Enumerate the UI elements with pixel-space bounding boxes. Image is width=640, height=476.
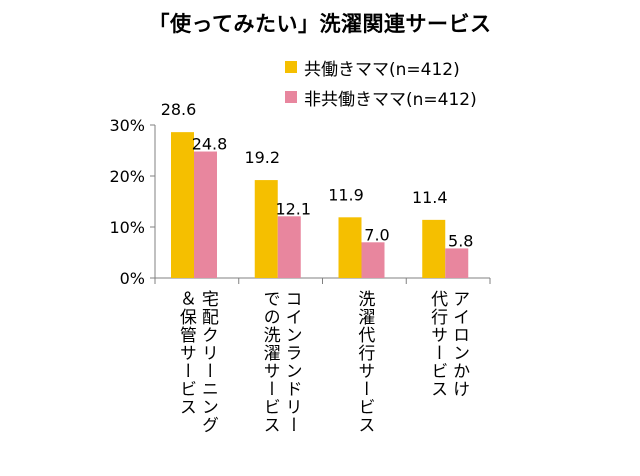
x-category-label-line: 代行サービス (427, 290, 448, 398)
bar-series-2 (194, 151, 217, 278)
x-category-label: 宅配クリーニング ＆保管サービス (175, 290, 219, 434)
legend-swatch-series-1 (285, 61, 297, 73)
y-tick-label: 30% (109, 116, 145, 135)
legend-label-series-1: 共働きママ(n=412) (304, 59, 460, 80)
chart-title: 「使ってみたい」洗濯関連サービス (148, 12, 492, 36)
x-category-label: 洗濯代行サービス (353, 290, 375, 434)
legend-item-series-2: 非共働きママ(n=412) (285, 84, 477, 110)
x-category-label-line: アイロンかけ (449, 290, 470, 398)
legend: 共働きママ(n=412) 非共働きママ(n=412) (285, 54, 477, 114)
bar-series-2 (361, 242, 385, 278)
bar-series-1 (254, 180, 278, 278)
bar-series-1 (422, 219, 446, 278)
x-category-label-line: での洗濯サービス (259, 290, 280, 434)
legend-item-series-1: 共働きママ(n=412) (285, 54, 477, 80)
x-category-label-line: 洗濯代行サービス (354, 290, 375, 434)
bar-series-1 (171, 132, 194, 278)
y-tick-label: 0% (120, 269, 145, 288)
legend-swatch-series-2 (285, 91, 297, 103)
data-label-series-2: 7.0 (364, 225, 389, 244)
data-label-series-2: 12.1 (275, 199, 311, 218)
data-label-series-1: 19.2 (244, 148, 280, 167)
y-tick-label: 20% (109, 167, 145, 186)
data-label-series-1: 11.4 (412, 188, 448, 207)
bar-series-2 (277, 216, 301, 278)
data-label-series-2: 5.8 (448, 231, 473, 250)
legend-label-series-2: 非共働きママ(n=412) (304, 89, 477, 110)
x-category-label-line: コインランドリー (281, 290, 302, 434)
bar-series-2 (445, 248, 469, 278)
x-category-label: アイロンかけ 代行サービス (426, 290, 470, 398)
x-category-label-line: 宅配クリーニング (197, 290, 218, 434)
bar-series-1 (338, 217, 362, 278)
data-label-series-1: 11.9 (328, 185, 364, 204)
x-category-label-line: ＆保管サービス (175, 290, 196, 416)
x-category-label: コインランドリー での洗濯サービス (259, 290, 303, 434)
data-label-series-2: 24.8 (192, 135, 228, 154)
y-tick-label: 10% (109, 218, 145, 237)
data-label-series-1: 28.6 (161, 100, 197, 119)
